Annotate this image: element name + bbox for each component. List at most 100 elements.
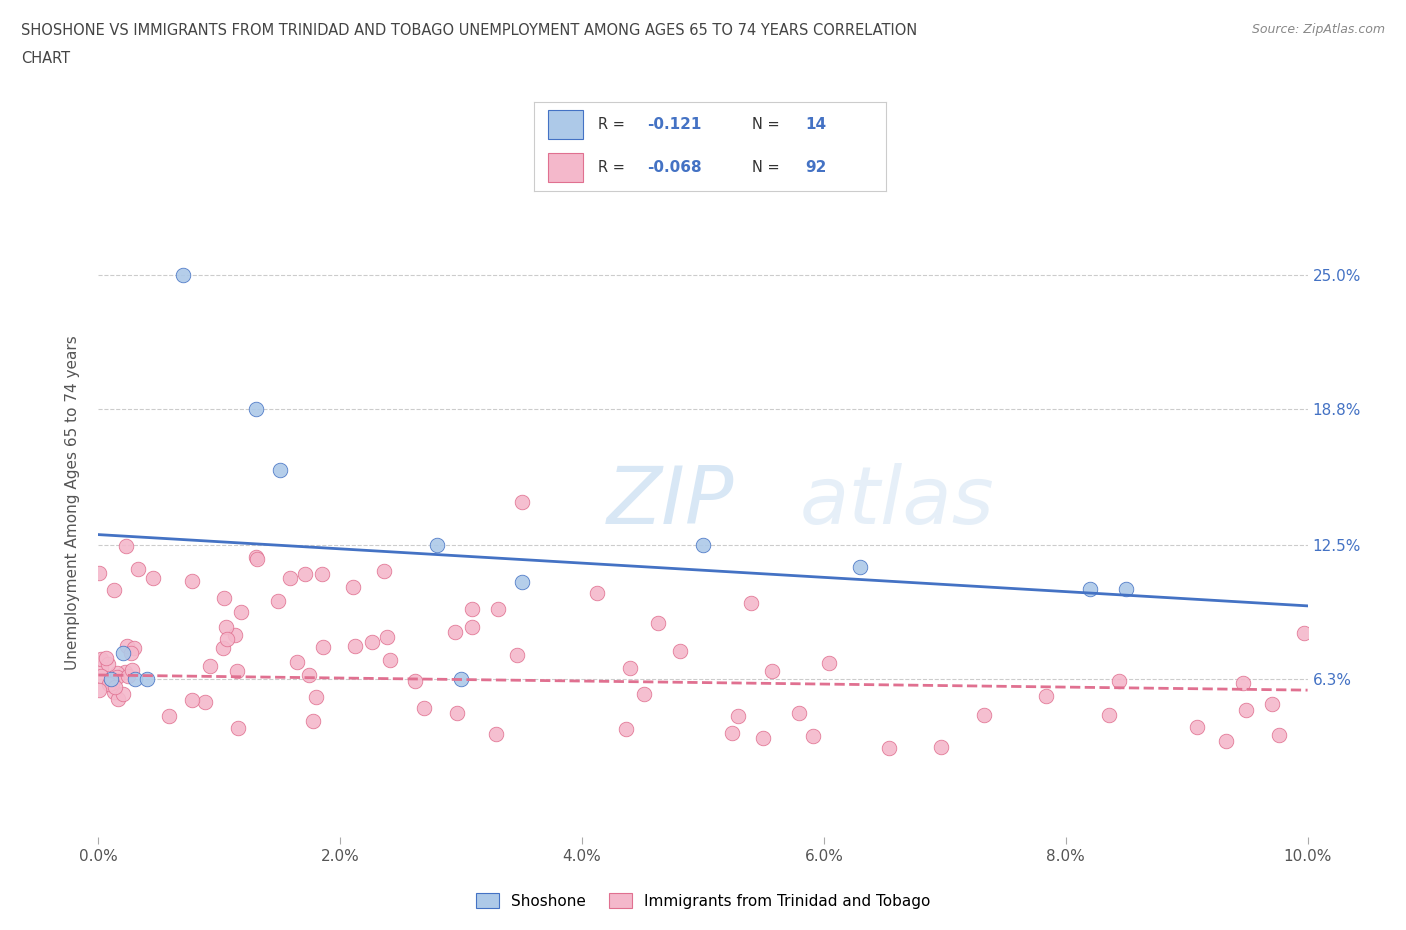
Point	[585, 585, 607, 600]
Point	[103, 685, 125, 700]
Point	[121, 663, 143, 678]
Point	[803, 728, 825, 743]
Point	[486, 602, 509, 617]
Point	[180, 693, 202, 708]
Point	[159, 708, 181, 723]
Point	[647, 616, 669, 631]
Point	[1098, 707, 1121, 722]
Point	[105, 666, 128, 681]
Point	[97, 657, 120, 671]
Point	[444, 625, 467, 640]
Text: N =: N =	[752, 117, 785, 132]
Point	[343, 638, 366, 653]
Bar	[548, 111, 583, 140]
Point	[1185, 720, 1208, 735]
Point	[302, 713, 325, 728]
Point	[484, 726, 506, 741]
Point	[510, 575, 533, 590]
Point	[752, 731, 775, 746]
Point	[298, 668, 321, 683]
Point	[226, 663, 249, 678]
Text: R =: R =	[598, 160, 628, 175]
Y-axis label: Unemployment Among Ages 65 to 74 years: Unemployment Among Ages 65 to 74 years	[65, 335, 80, 670]
Point	[217, 632, 239, 647]
Point	[446, 706, 468, 721]
Text: 92: 92	[804, 160, 827, 175]
Point	[135, 671, 157, 686]
Point	[426, 538, 449, 552]
Point	[172, 268, 194, 283]
Point	[1078, 581, 1101, 596]
Point	[96, 650, 118, 665]
Point	[1035, 689, 1057, 704]
Point	[311, 640, 333, 655]
Text: SHOSHONE VS IMMIGRANTS FROM TRINIDAD AND TOBAGO UNEMPLOYMENT AMONG AGES 65 TO 74: SHOSHONE VS IMMIGRANTS FROM TRINIDAD AND…	[21, 23, 917, 38]
Point	[90, 651, 112, 666]
Point	[1292, 625, 1315, 640]
Point	[245, 549, 267, 564]
Point	[740, 595, 762, 610]
Point	[101, 676, 124, 691]
Point	[877, 740, 900, 755]
Point	[1268, 727, 1291, 742]
Point	[212, 591, 235, 605]
Point	[413, 700, 436, 715]
Point	[342, 580, 364, 595]
Point	[461, 602, 484, 617]
Point	[142, 571, 165, 586]
Point	[285, 655, 308, 670]
Point	[90, 661, 112, 676]
Point	[510, 495, 533, 510]
Point	[450, 671, 472, 686]
Text: -0.068: -0.068	[647, 160, 702, 175]
Point	[305, 689, 328, 704]
Text: atlas: atlas	[800, 463, 994, 541]
Point	[787, 705, 810, 720]
Point	[373, 564, 395, 578]
Point	[1232, 675, 1254, 690]
Point	[1234, 702, 1257, 717]
Point	[506, 647, 529, 662]
Point	[278, 570, 301, 585]
Point	[231, 604, 253, 619]
Point	[668, 644, 690, 658]
Point	[1215, 734, 1237, 749]
Point	[228, 720, 250, 735]
Bar	[548, 153, 583, 182]
Text: -0.121: -0.121	[647, 117, 702, 132]
Point	[633, 686, 655, 701]
Point	[90, 669, 112, 684]
Text: N =: N =	[752, 160, 785, 175]
Point	[115, 638, 138, 653]
Point	[929, 739, 952, 754]
Point	[87, 566, 110, 581]
Point	[245, 402, 267, 417]
Point	[1115, 581, 1137, 596]
Point	[246, 551, 269, 566]
Point	[269, 462, 291, 477]
Point	[89, 682, 111, 697]
Point	[104, 680, 127, 695]
Point	[194, 695, 217, 710]
Point	[361, 634, 384, 649]
Point	[375, 629, 398, 644]
Point	[404, 673, 426, 688]
Point	[849, 560, 872, 575]
Point	[100, 671, 122, 686]
Point	[97, 676, 120, 691]
Point	[619, 661, 641, 676]
Point	[461, 619, 484, 634]
Point	[117, 668, 139, 683]
Point	[266, 593, 288, 608]
Point	[311, 566, 333, 581]
Point	[720, 725, 742, 740]
Point	[973, 708, 995, 723]
Point	[112, 686, 135, 701]
Point	[294, 566, 316, 581]
Text: R =: R =	[598, 117, 628, 132]
Point	[114, 664, 136, 679]
Point	[200, 658, 222, 673]
Point	[614, 722, 637, 737]
Point	[127, 562, 149, 577]
Point	[124, 671, 146, 686]
